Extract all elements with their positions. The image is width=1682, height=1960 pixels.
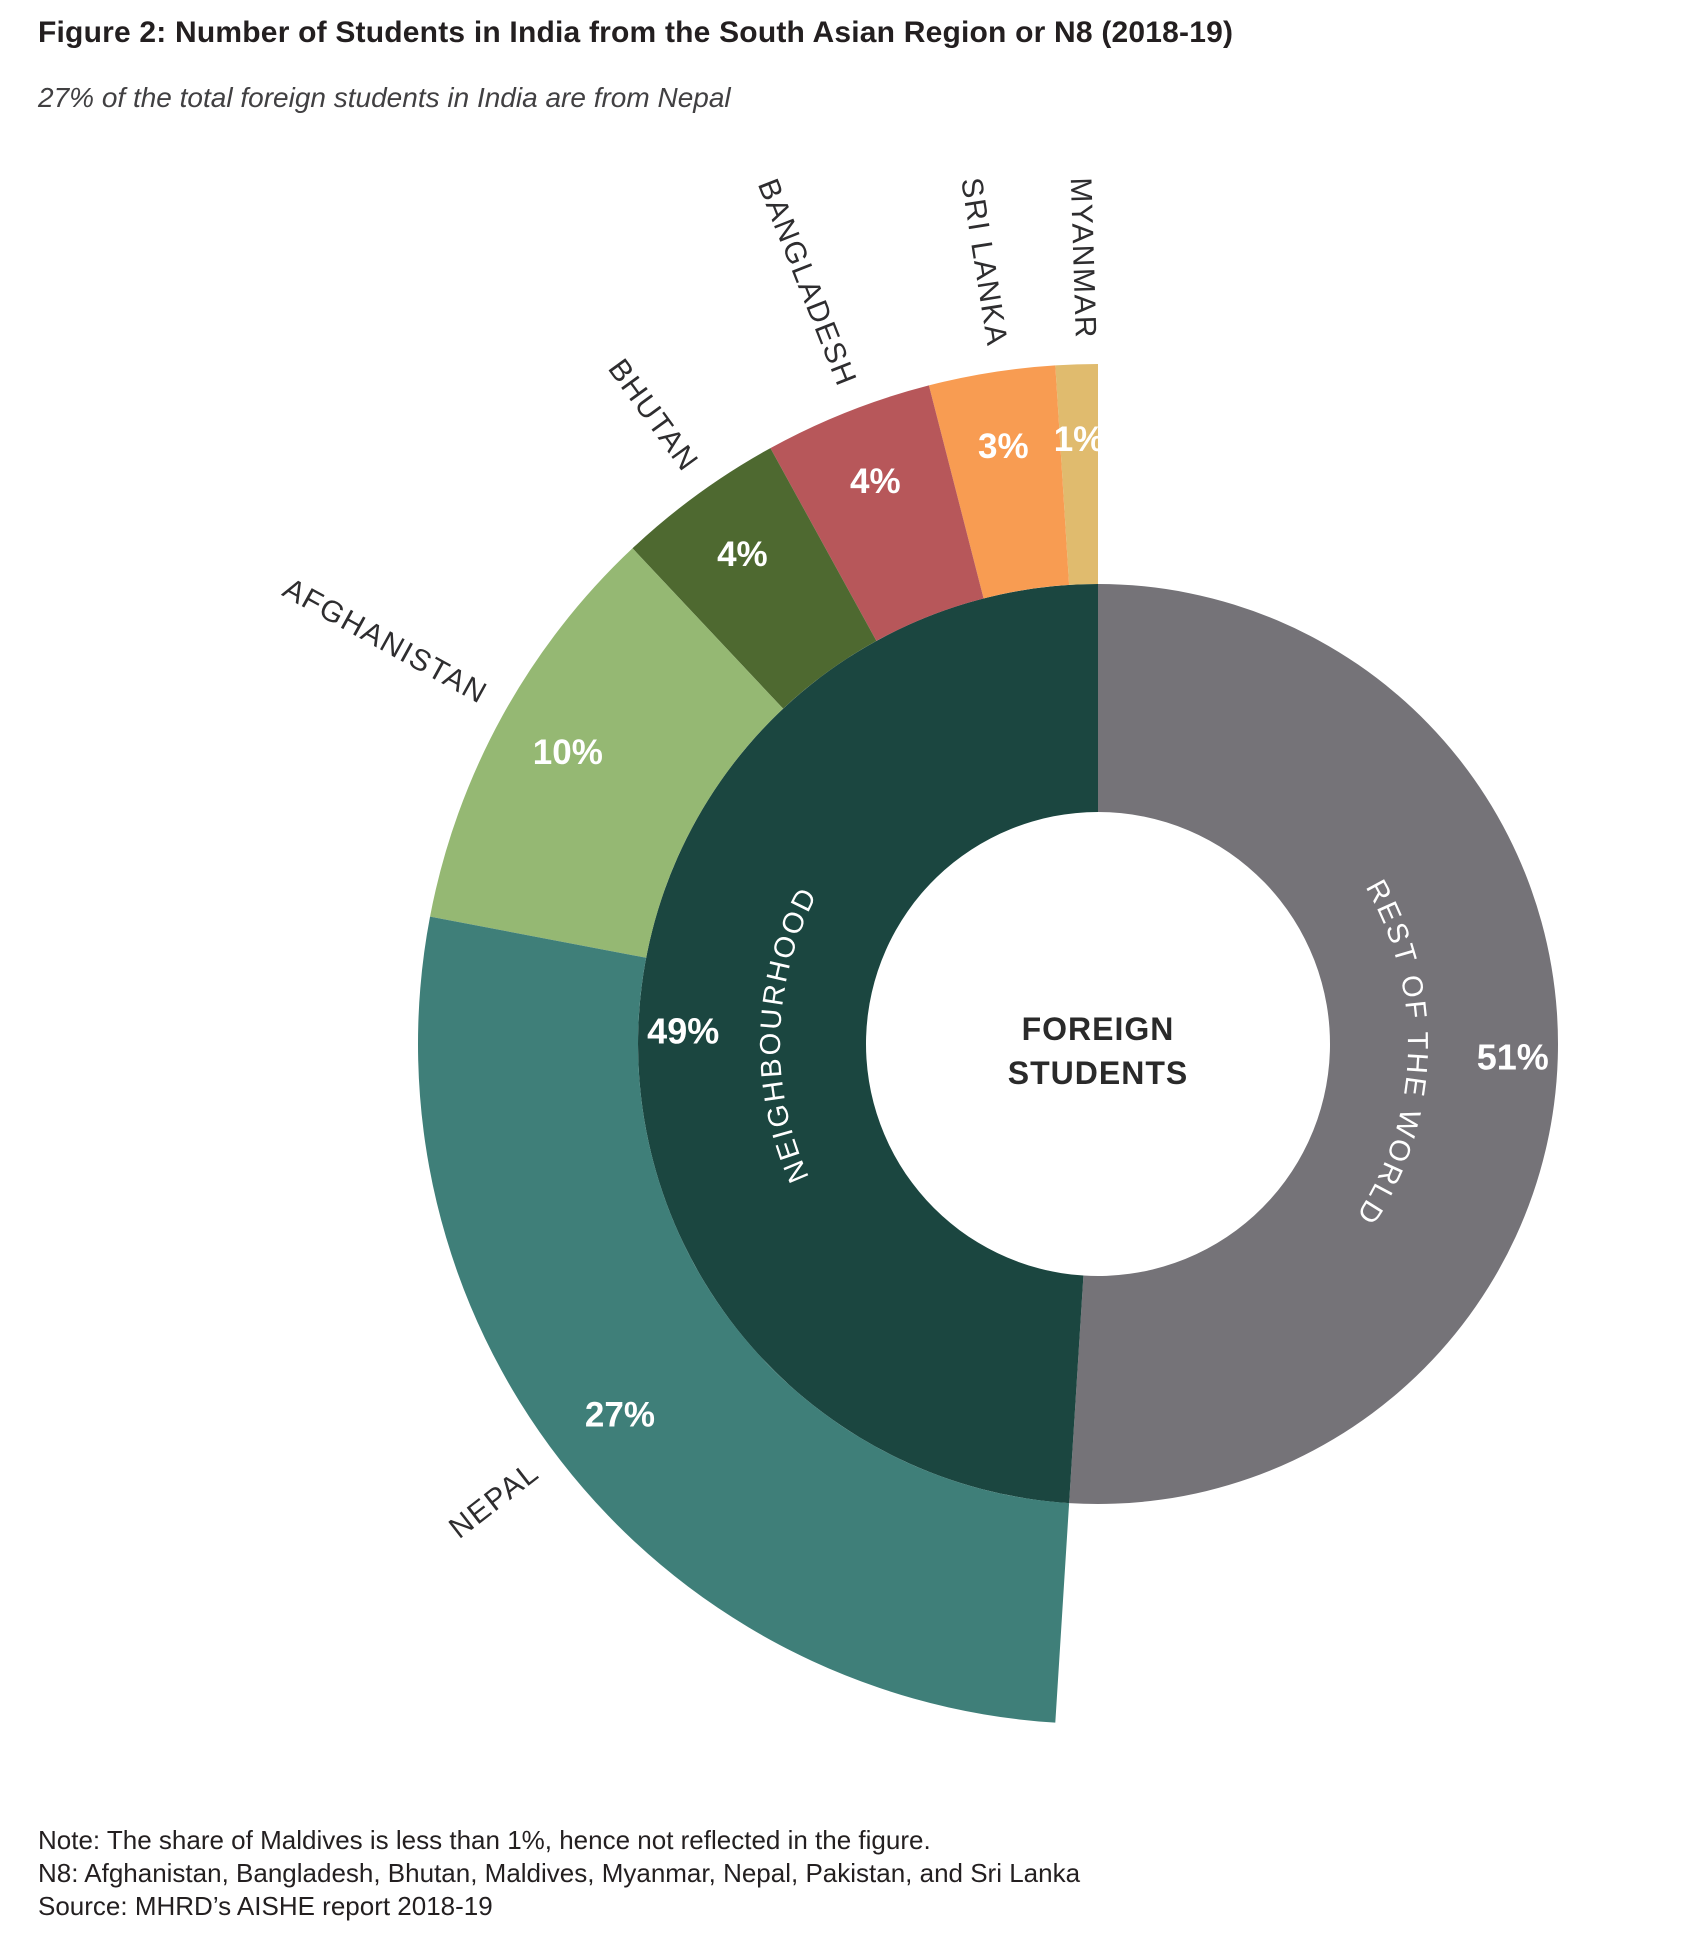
country-label-bangladesh: BANGLADESH bbox=[751, 174, 863, 391]
country-label-myanmar: MYANMAR bbox=[1064, 177, 1102, 340]
country-label-afghanistan: AFGHANISTAN bbox=[277, 572, 492, 711]
segment-neighbourhood bbox=[638, 584, 1098, 1504]
percent-label-sri-lanka: 3% bbox=[978, 427, 1029, 466]
percent-label-afghanistan: 10% bbox=[533, 733, 603, 772]
figure-subtitle: 27% of the total foreign students in Ind… bbox=[38, 82, 731, 113]
figure-title: Figure 2: Number of Students in India fr… bbox=[38, 16, 1234, 49]
country-label-sri-lanka: SRI LANKA bbox=[954, 175, 1013, 348]
percent-label-nepal: 27% bbox=[585, 1395, 655, 1434]
figure-footnotes: Note: The share of Maldives is less than… bbox=[38, 1824, 1080, 1923]
footnote-n8-definition: N8: Afghanistan, Bangladesh, Bhutan, Mal… bbox=[38, 1858, 1081, 1888]
percent-label-neighbourhood: 49% bbox=[647, 1010, 719, 1051]
segment-bangladesh bbox=[770, 385, 984, 641]
footnote-source: Source: MHRD’s AISHE report 2018-19 bbox=[38, 1891, 493, 1921]
segment-sri-lanka bbox=[928, 365, 1070, 599]
country-label-bhutan: BHUTAN bbox=[601, 353, 704, 478]
segment-nepal bbox=[418, 916, 1070, 1723]
percent-label-bhutan: 4% bbox=[717, 535, 768, 574]
country-label-nepal: NEPAL bbox=[443, 1456, 545, 1546]
segments-layer bbox=[418, 364, 1559, 1723]
center-label-line1: FOREIGN bbox=[1022, 1011, 1175, 1047]
segment-rest-of-the-world bbox=[1069, 584, 1559, 1504]
segment-afghanistan bbox=[430, 548, 784, 958]
percent-label-bangladesh: 4% bbox=[850, 462, 901, 501]
center-label-line2: STUDENTS bbox=[1008, 1055, 1188, 1091]
percent-label-myanmar: 1% bbox=[1054, 420, 1105, 459]
percent-label-rest-of-the-world: 51% bbox=[1477, 1037, 1549, 1078]
footnote-maldives: Note: The share of Maldives is less than… bbox=[38, 1825, 931, 1855]
segment-bhutan bbox=[632, 448, 877, 709]
segment-myanmar bbox=[1055, 364, 1098, 585]
